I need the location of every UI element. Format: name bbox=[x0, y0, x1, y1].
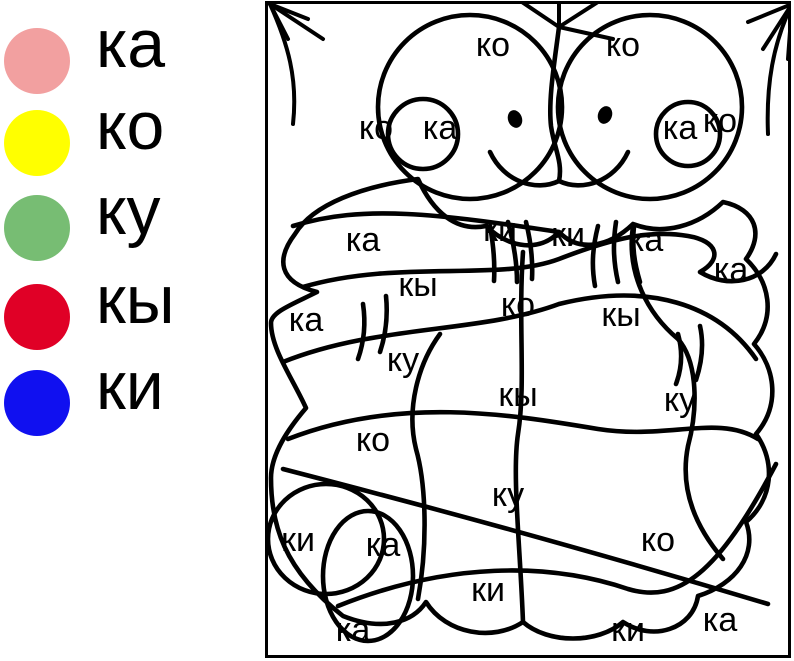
svg-text:ко: ко bbox=[641, 521, 675, 559]
svg-text:ку: ку bbox=[387, 341, 419, 379]
svg-text:ки: ки bbox=[611, 611, 645, 649]
svg-text:ки: ки bbox=[471, 571, 505, 609]
svg-text:ко: ко bbox=[356, 421, 390, 459]
svg-text:кы: кы bbox=[498, 376, 537, 414]
svg-text:ко: ко bbox=[359, 109, 393, 147]
svg-text:ки: ки bbox=[281, 521, 315, 559]
svg-text:ко: ко bbox=[476, 26, 510, 64]
svg-text:ка: ка bbox=[423, 109, 458, 147]
svg-text:кы: кы bbox=[601, 296, 640, 334]
svg-text:ко: ко bbox=[606, 26, 640, 64]
svg-text:ко: ко bbox=[703, 102, 737, 140]
svg-text:ки: ки bbox=[551, 216, 585, 254]
svg-text:ка: ка bbox=[336, 611, 371, 649]
svg-text:ку: ку bbox=[492, 476, 524, 514]
svg-text:ку: ку bbox=[664, 381, 696, 419]
svg-text:кы: кы bbox=[398, 266, 437, 304]
svg-text:ка: ка bbox=[346, 221, 381, 259]
svg-text:ка: ка bbox=[663, 109, 698, 147]
svg-text:ка: ка bbox=[366, 526, 401, 564]
svg-text:ки: ки bbox=[483, 211, 517, 249]
svg-text:ка: ка bbox=[714, 251, 749, 289]
svg-text:ка: ка bbox=[703, 601, 738, 639]
svg-text:ко: ко bbox=[501, 286, 535, 324]
svg-text:ка: ка bbox=[289, 301, 324, 339]
svg-text:ка: ка bbox=[629, 221, 664, 259]
